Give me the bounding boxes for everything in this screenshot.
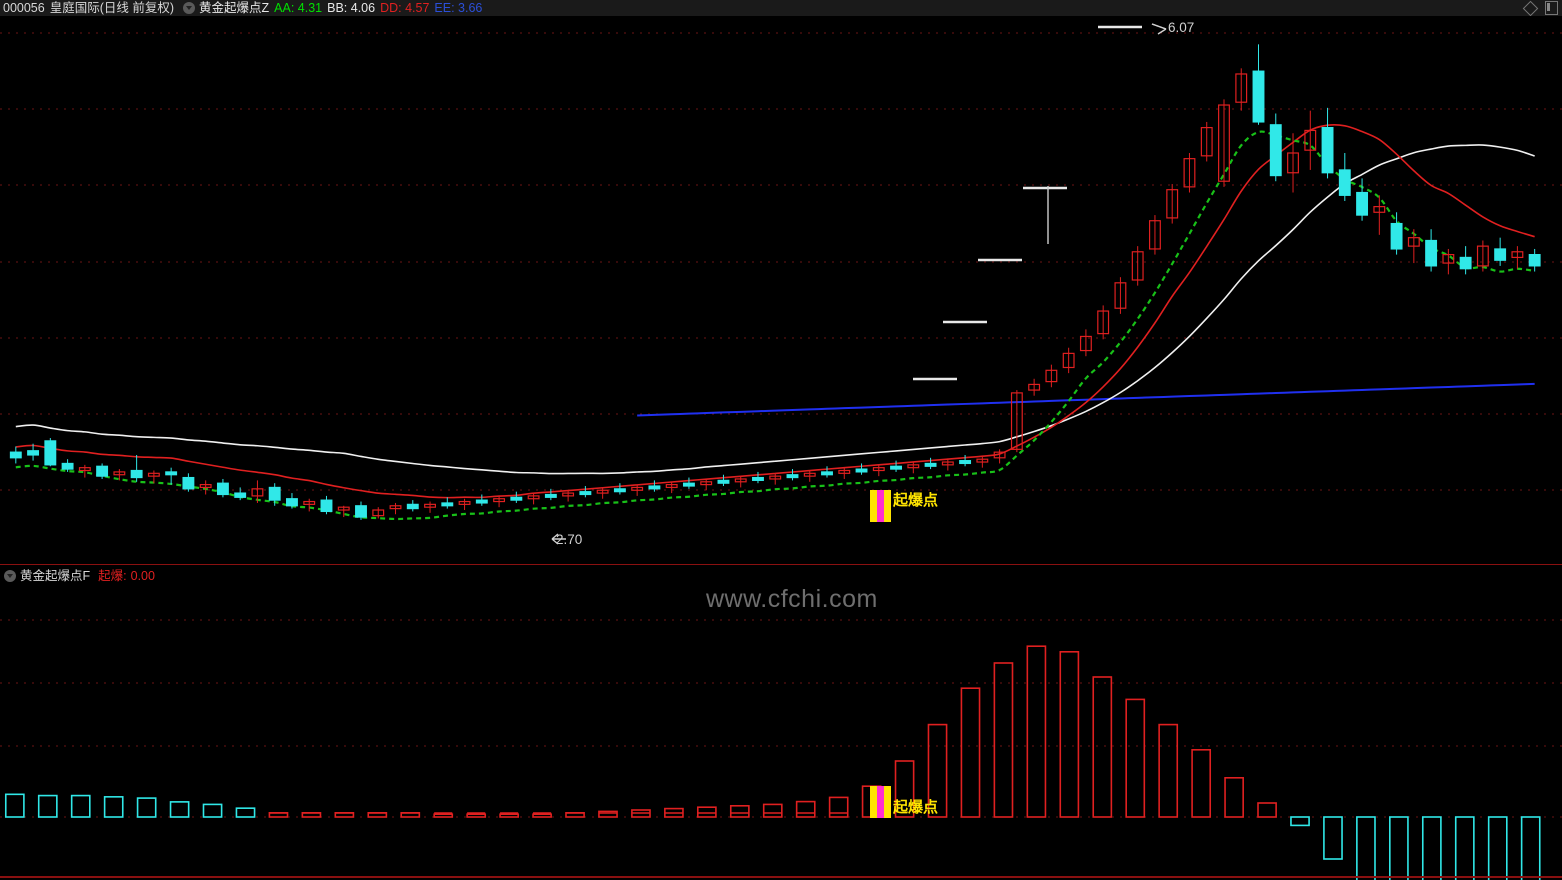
pane-divider: [0, 564, 1562, 565]
aa-value: AA: 4.31: [274, 1, 323, 15]
chevron-down-icon[interactable]: [183, 2, 196, 14]
chart-header: 000056 皇庭国际(日线 前复权) 黄金起爆点Z AA: 4.31 BB: …: [0, 0, 1562, 16]
panel-icon[interactable]: [1545, 1, 1558, 15]
indicator-bars-svg: [0, 619, 1562, 880]
price-chart-pane[interactable]: [0, 16, 1562, 564]
header-tools: [1522, 0, 1558, 16]
dd-value: DD: 4.57: [380, 1, 430, 15]
chevron-down-icon[interactable]: [4, 570, 16, 582]
high-price-label: 6.07: [1168, 20, 1195, 35]
diamond-icon[interactable]: [1522, 0, 1539, 16]
bb-value: BB: 4.06: [327, 1, 376, 15]
indicator-value-label: 起爆:: [98, 569, 127, 583]
stock-name: 皇庭国际(日线 前复权): [49, 1, 175, 15]
indicator-value: 0.00: [130, 569, 155, 583]
indicator-header: 黄金起爆点F 起爆: 0.00: [0, 566, 1562, 586]
indicator-name[interactable]: 黄金起爆点Z: [199, 1, 270, 15]
ee-value: EE: 3.66: [434, 1, 483, 15]
indicator-panel-name[interactable]: 黄金起爆点F: [20, 569, 91, 583]
indicator-pane[interactable]: [0, 566, 1562, 880]
low-price-label: 2.70: [556, 532, 583, 547]
breakout-label-indicator: 起爆点: [893, 799, 939, 816]
breakout-label-price: 起爆点: [893, 492, 939, 509]
watermark: www.cfchi.com: [706, 585, 878, 613]
stock-code: 000056: [3, 1, 45, 15]
candlestick-svg: [0, 23, 1562, 545]
